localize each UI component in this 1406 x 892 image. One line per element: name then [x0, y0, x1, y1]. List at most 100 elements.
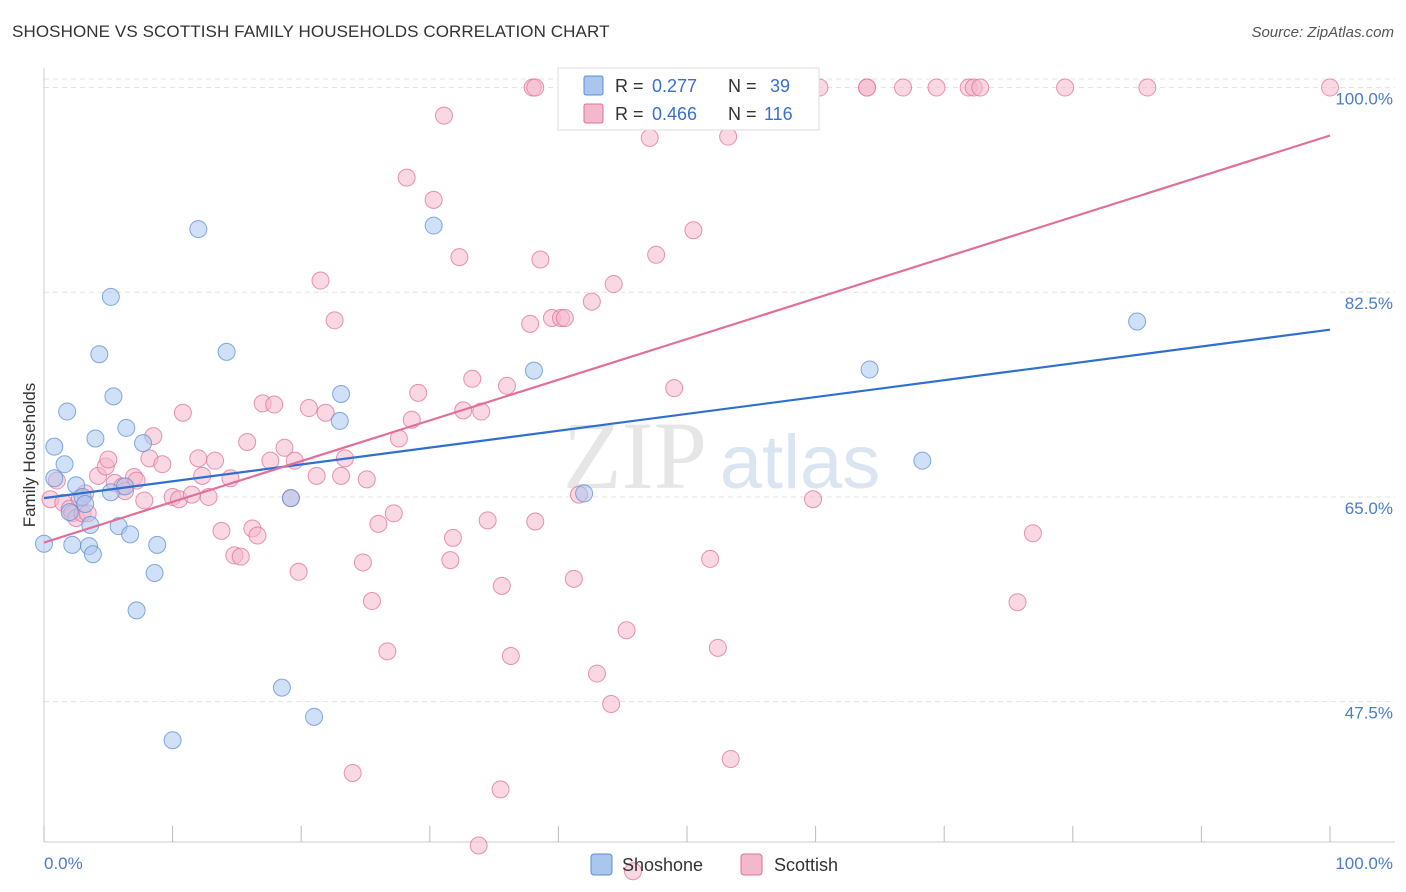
y-tick-label-0: 47.5% — [1345, 704, 1393, 723]
point-scottish-112 — [1321, 78, 1339, 97]
point-scottish-95 — [701, 549, 720, 568]
point-shoshone-12 — [83, 545, 102, 564]
point-shoshone-25 — [148, 535, 167, 554]
point-shoshone-32 — [330, 411, 349, 430]
point-shoshone-17 — [104, 387, 123, 406]
point-shoshone-3 — [55, 455, 74, 474]
point-shoshone-22 — [127, 601, 146, 620]
legend-n-label-scottish: N = — [728, 104, 757, 124]
point-scottish-74 — [497, 376, 516, 395]
point-shoshone-4 — [58, 402, 77, 421]
point-scottish-40 — [275, 438, 294, 457]
point-scottish-115 — [526, 78, 545, 97]
point-scottish-46 — [311, 271, 330, 290]
point-scottish-49 — [332, 466, 351, 485]
point-scottish-108 — [1008, 593, 1027, 612]
point-scottish-48 — [325, 311, 344, 330]
point-shoshone-23 — [134, 434, 153, 453]
trend-lines — [43, 134, 1331, 544]
point-shoshone-21 — [121, 525, 140, 544]
point-scottish-72 — [491, 780, 510, 799]
point-scottish-92 — [647, 245, 666, 264]
bottom-legend-label-scottish: Scottish — [774, 855, 838, 875]
point-shoshone-37 — [860, 360, 879, 379]
top-legend: R = 0.277 N = 39 R = 0.466 N = 116 — [557, 67, 820, 131]
point-scottish-87 — [602, 694, 621, 713]
point-scottish-54 — [362, 592, 381, 611]
point-scottish-100 — [804, 490, 823, 509]
point-scottish-47 — [316, 403, 335, 422]
point-shoshone-20 — [117, 418, 136, 437]
point-scottish-93 — [665, 379, 684, 398]
point-scottish-57 — [384, 504, 403, 523]
point-scottish-86 — [587, 664, 606, 683]
point-scottish-71 — [478, 511, 497, 530]
point-shoshone-24 — [145, 563, 164, 582]
point-scottish-78 — [526, 512, 545, 531]
point-scottish-113 — [858, 78, 877, 97]
legend-swatch-scottish — [583, 103, 604, 124]
bottom-legend-label-shoshone: Shoshone — [622, 855, 703, 875]
point-scottish-83 — [564, 569, 583, 588]
watermark-atlas: atlas — [720, 420, 881, 505]
point-scottish-107 — [971, 78, 990, 97]
y-tick-label-3: 100.0% — [1335, 90, 1393, 109]
point-scottish-63 — [434, 106, 453, 125]
point-scottish-39 — [265, 395, 284, 414]
point-scottish-29 — [206, 451, 225, 470]
x-tick-label-1: 100.0% — [1335, 854, 1393, 873]
point-scottish-69 — [469, 836, 488, 855]
point-scottish-12 — [99, 450, 118, 469]
point-scottish-97 — [721, 749, 740, 768]
legend-r-label-shoshone: R = — [615, 76, 644, 96]
trend-line-scottish — [43, 134, 1331, 544]
legend-n-label-shoshone: N = — [728, 76, 757, 96]
point-scottish-76 — [521, 314, 540, 333]
point-scottish-79 — [531, 250, 550, 269]
point-scottish-62 — [424, 190, 443, 209]
y-tick-label-2: 82.5% — [1345, 294, 1393, 313]
legend-r-label-scottish: R = — [615, 104, 644, 124]
point-shoshone-16 — [101, 287, 120, 306]
point-scottish-96 — [708, 638, 727, 657]
chart-title: SHOSHONE VS SCOTTISH FAMILY HOUSEHOLDS C… — [12, 22, 610, 41]
point-scottish-56 — [378, 642, 397, 661]
point-shoshone-1 — [45, 437, 64, 456]
point-scottish-91 — [640, 128, 659, 147]
point-shoshone-31 — [305, 707, 324, 726]
point-shoshone-29 — [272, 678, 291, 697]
point-shoshone-33 — [332, 385, 351, 404]
grid-lines — [44, 78, 1395, 703]
bottom-legend-swatch-shoshone — [590, 853, 613, 876]
point-scottish-30 — [212, 521, 231, 540]
point-scottish-66 — [450, 248, 469, 267]
point-scottish-53 — [357, 470, 376, 489]
point-scottish-103 — [894, 78, 913, 97]
point-scottish-36 — [248, 526, 267, 545]
point-shoshone-27 — [189, 220, 208, 239]
point-scottish-61 — [409, 383, 428, 402]
point-shoshone-39 — [1128, 312, 1147, 331]
point-scottish-88 — [604, 275, 623, 294]
point-scottish-90 — [623, 862, 642, 881]
point-scottish-104 — [927, 78, 946, 97]
point-scottish-109 — [1023, 524, 1042, 543]
point-scottish-75 — [501, 647, 520, 666]
point-scottish-65 — [443, 528, 462, 547]
point-scottish-110 — [1056, 78, 1075, 97]
point-shoshone-30 — [281, 489, 300, 508]
point-shoshone-6 — [63, 535, 82, 554]
point-scottish-111 — [1138, 78, 1157, 97]
point-shoshone-13 — [86, 429, 105, 448]
y-axis-label: Family Households — [20, 383, 39, 528]
point-shoshone-35 — [524, 361, 543, 380]
axes — [43, 68, 1395, 843]
point-scottish-34 — [238, 432, 257, 451]
point-scottish-98 — [719, 127, 738, 146]
point-scottish-44 — [299, 399, 318, 418]
legend-n-value-shoshone: 39 — [770, 76, 790, 96]
point-scottish-33 — [231, 547, 250, 566]
bottom-legend-swatch-scottish — [740, 853, 763, 876]
watermark: ZIP atlas — [563, 402, 880, 509]
point-scottish-85 — [582, 292, 601, 311]
